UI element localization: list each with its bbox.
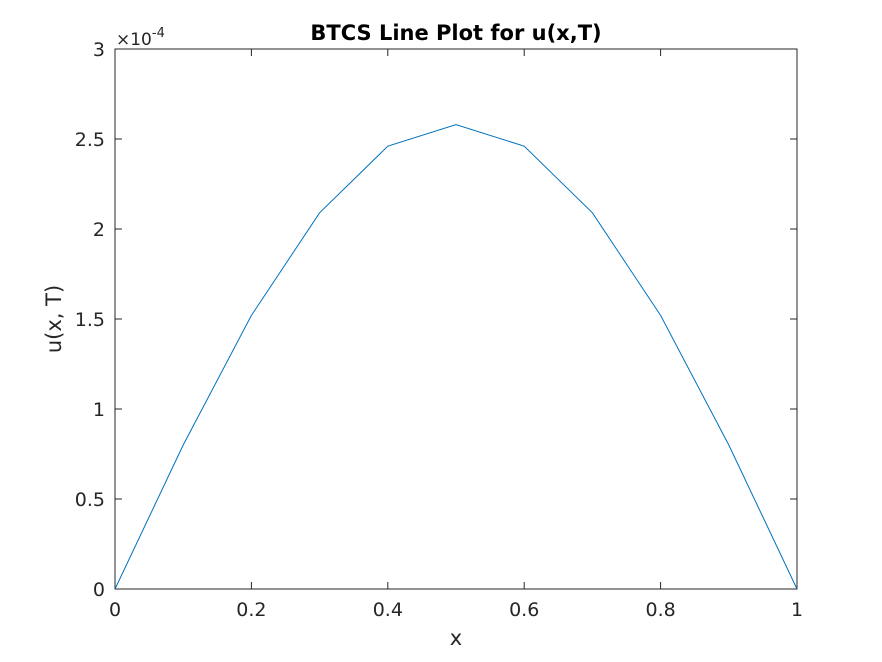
y-exponent-label: ×10-4	[116, 26, 165, 50]
chart-title: BTCS Line Plot for u(x,T)	[310, 21, 601, 45]
y-tick-label: 0.5	[75, 489, 105, 511]
y-tick-label: 1.5	[75, 309, 105, 331]
y-exponent-base: ×10	[116, 30, 152, 50]
y-tick-label: 3	[93, 39, 105, 61]
x-tick-label: 0.4	[373, 599, 403, 621]
x-axis-label: x	[450, 626, 462, 650]
x-tick-label: 0.2	[236, 599, 266, 621]
tick-labels: 0 0.2 0.4 0.6 0.8 1 0 0.5 1 1.5 2 2.5 3	[75, 39, 803, 621]
x-tick-label: 0.6	[509, 599, 539, 621]
series-line	[114, 124, 798, 590]
y-tick-label: 2	[93, 219, 105, 241]
x-tick-label: 1	[791, 599, 803, 621]
y-tick-label: 1	[93, 399, 105, 421]
y-axis-label: u(x, T)	[42, 285, 66, 353]
y-tick-label: 2.5	[75, 129, 105, 151]
x-tick-label: 0.8	[645, 599, 675, 621]
y-exponent-power: -4	[152, 26, 165, 41]
x-tick-label: 0	[109, 599, 121, 621]
ticks	[114, 48, 798, 590]
y-tick-label: 0	[93, 579, 105, 601]
axes-box	[114, 48, 798, 590]
